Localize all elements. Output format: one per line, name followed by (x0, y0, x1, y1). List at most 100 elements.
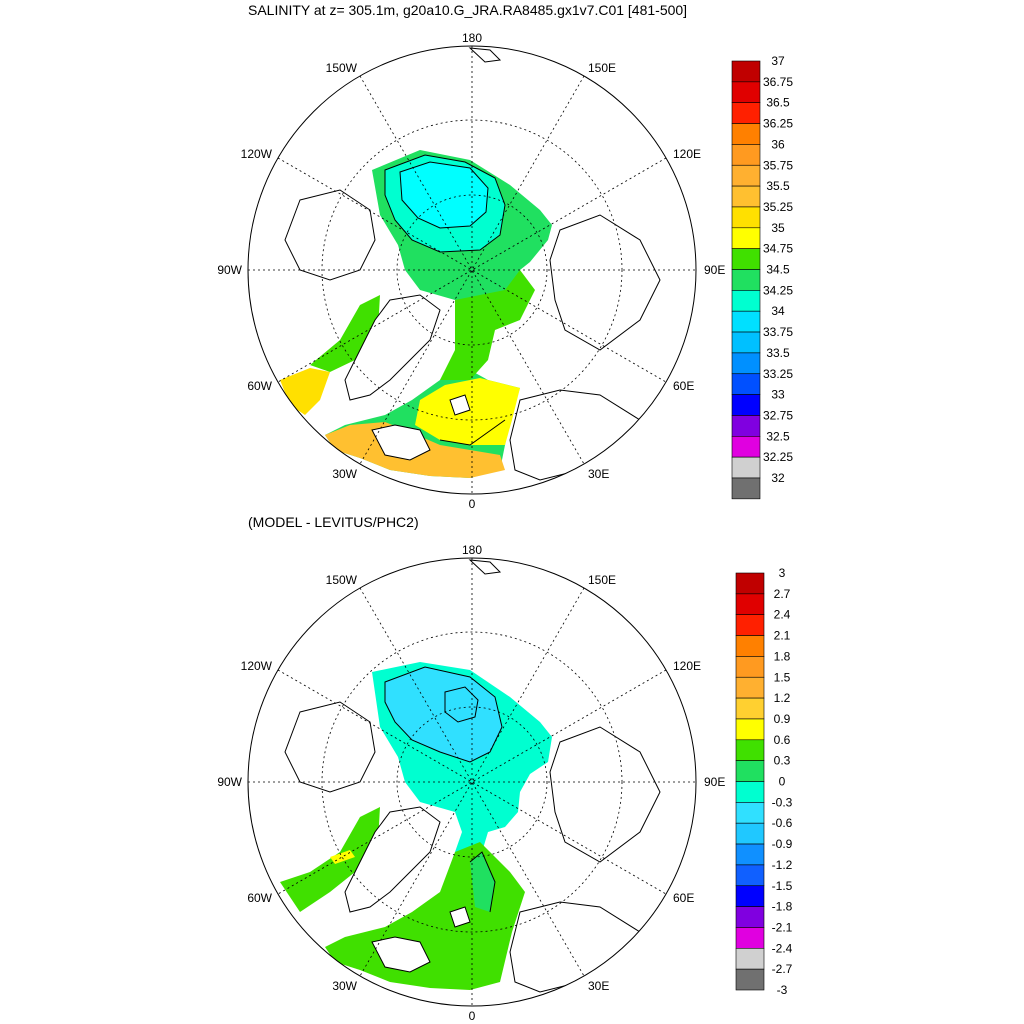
colorbar-label: 34.5 (766, 263, 790, 277)
colorbar-swatch (731, 60, 761, 83)
colorbar-swatch (735, 760, 765, 782)
colorbar-label: 33 (771, 388, 785, 402)
colorbar-swatch (735, 802, 765, 824)
lon-label-90w: 90W (217, 263, 242, 277)
colorbar-label: 32.25 (763, 450, 793, 464)
colorbar-swatch (735, 593, 765, 615)
colorbar-label: 1.2 (774, 691, 791, 705)
colorbar-label: 36 (771, 137, 785, 151)
lon-label-60e: 60E (673, 379, 694, 393)
lon-label-30w: 30W (332, 467, 357, 481)
colorbar-label: -1.2 (772, 858, 793, 872)
difference-plot-title: (MODEL - LEVITUS/PHC2) (248, 514, 419, 530)
colorbar-swatch (731, 81, 761, 103)
colorbar-label: -1.5 (772, 879, 793, 893)
colorbar-swatch (731, 123, 761, 145)
lon-label-180: 180 (462, 543, 482, 557)
colorbar-label: -1.8 (772, 900, 793, 914)
colorbar-swatch (735, 635, 765, 657)
graticule (248, 558, 696, 1006)
colorbar-swatch (731, 415, 761, 437)
lon-label-120e: 120E (673, 147, 701, 161)
lon-label-30e: 30E (588, 979, 609, 993)
colorbar-swatch (735, 718, 765, 741)
colorbar-label: 0.9 (774, 712, 791, 726)
baffin-bay-field (280, 807, 380, 912)
colorbar-label: 2.4 (774, 608, 791, 622)
colorbar-swatch (731, 227, 761, 249)
colorbar-label: 37 (771, 54, 785, 68)
colorbar-label: 33.5 (766, 346, 790, 360)
lon-label-90e: 90E (704, 263, 725, 277)
colorbar-swatch (735, 614, 765, 636)
colorbar-label: 34.25 (763, 283, 793, 297)
colorbar-swatch (731, 435, 761, 458)
colorbar-label: -0.3 (772, 795, 793, 809)
lon-label-120w: 120W (241, 147, 273, 161)
colorbar-swatch (735, 927, 765, 949)
colorbar-swatch (731, 394, 761, 416)
longitude-labels: 180 150W 150E 120W 120E 90W 90E 60W 60E … (217, 31, 725, 511)
colorbar-label: 32 (771, 471, 785, 485)
colorbar-label: -0.9 (772, 837, 793, 851)
colorbar-label: 1.8 (774, 649, 791, 663)
colorbar-label: 36.75 (763, 75, 793, 89)
colorbar-swatch (735, 968, 765, 991)
longitude-labels: 180 150W 150E 120W 120E 90W 90E 60W 60E … (217, 543, 725, 1023)
colorbar-label: 32.75 (763, 408, 793, 422)
lon-label-150e: 150E (588, 61, 616, 75)
difference-colorbar: 3 2.7 2.4 2.1 1.8 1.5 1.2 0.9 0.6 0.3 0 -0.3 -0.6 -0.… (735, 566, 793, 997)
gyre-core-field (445, 687, 478, 722)
colorbar-swatch (735, 822, 765, 845)
atlantic-inflow-field (440, 270, 535, 380)
colorbar-swatch (735, 864, 765, 887)
contour-lines (384, 154, 506, 446)
colorbar-label: 34.75 (763, 242, 793, 256)
colorbar-label: 34 (771, 304, 785, 318)
difference-map-panel: 180 150W 150E 120W 120E 90W 90E 60W 60E … (217, 543, 793, 1023)
colorbar-swatch (731, 164, 761, 187)
colorbar-swatch (731, 269, 761, 291)
colorbar-label: 0.6 (774, 733, 791, 747)
norwegian-current-field (470, 852, 495, 912)
colorbar-label: 32.5 (766, 429, 790, 443)
colorbar-label: -2.1 (772, 920, 793, 934)
coastlines (284, 47, 661, 481)
colorbar-label: 33.75 (763, 325, 793, 339)
colorbar-label: 36.25 (763, 117, 793, 131)
gyre-core-field (400, 162, 488, 228)
colorbar-label: 35.25 (763, 200, 793, 214)
colorbar-label: 2.7 (774, 587, 791, 601)
colorbar-label: 0.3 (774, 754, 791, 768)
colorbar-swatch (731, 310, 761, 333)
colorbar-swatch (735, 572, 765, 595)
graticule (248, 46, 696, 494)
colorbar-swatch (735, 947, 765, 970)
colorbar-label: 33.25 (763, 367, 793, 381)
colorbar-swatch (735, 656, 765, 678)
colorbar-swatch (731, 477, 761, 500)
lon-label-120w: 120W (241, 659, 273, 673)
salinity-colorbar: 37 36.75 36.5 36.25 36 35.75 35.5 35.25 35 34.75 3… (731, 54, 793, 500)
colorbar-swatch (731, 144, 761, 166)
colorbar-label: 35.75 (763, 158, 793, 172)
labrador-sea-field (280, 368, 330, 415)
colorbar-label: -2.4 (772, 941, 793, 955)
lon-label-180: 180 (462, 31, 482, 45)
map-field-area (280, 559, 661, 993)
colorbar-label: -0.6 (772, 816, 793, 830)
colorbar-swatch (731, 206, 761, 229)
colorbar-label: 35.5 (766, 179, 790, 193)
map-boundary (247, 557, 697, 1007)
colorbar-label: -3 (777, 983, 788, 997)
salinity-map-panel: 180 150W 150E 120W 120E 90W 90E 60W 60E … (217, 31, 793, 511)
baffin-bay-field (310, 295, 380, 372)
lon-label-90w: 90W (217, 775, 242, 789)
colorbar-swatch (735, 885, 765, 907)
colorbar-swatch (731, 331, 761, 354)
colorbar-swatch (735, 843, 765, 866)
colorbar-swatch (735, 676, 765, 699)
lon-label-0: 0 (469, 1009, 476, 1023)
colorbar-label: -2.7 (772, 962, 793, 976)
colorbar-swatch (735, 781, 765, 803)
